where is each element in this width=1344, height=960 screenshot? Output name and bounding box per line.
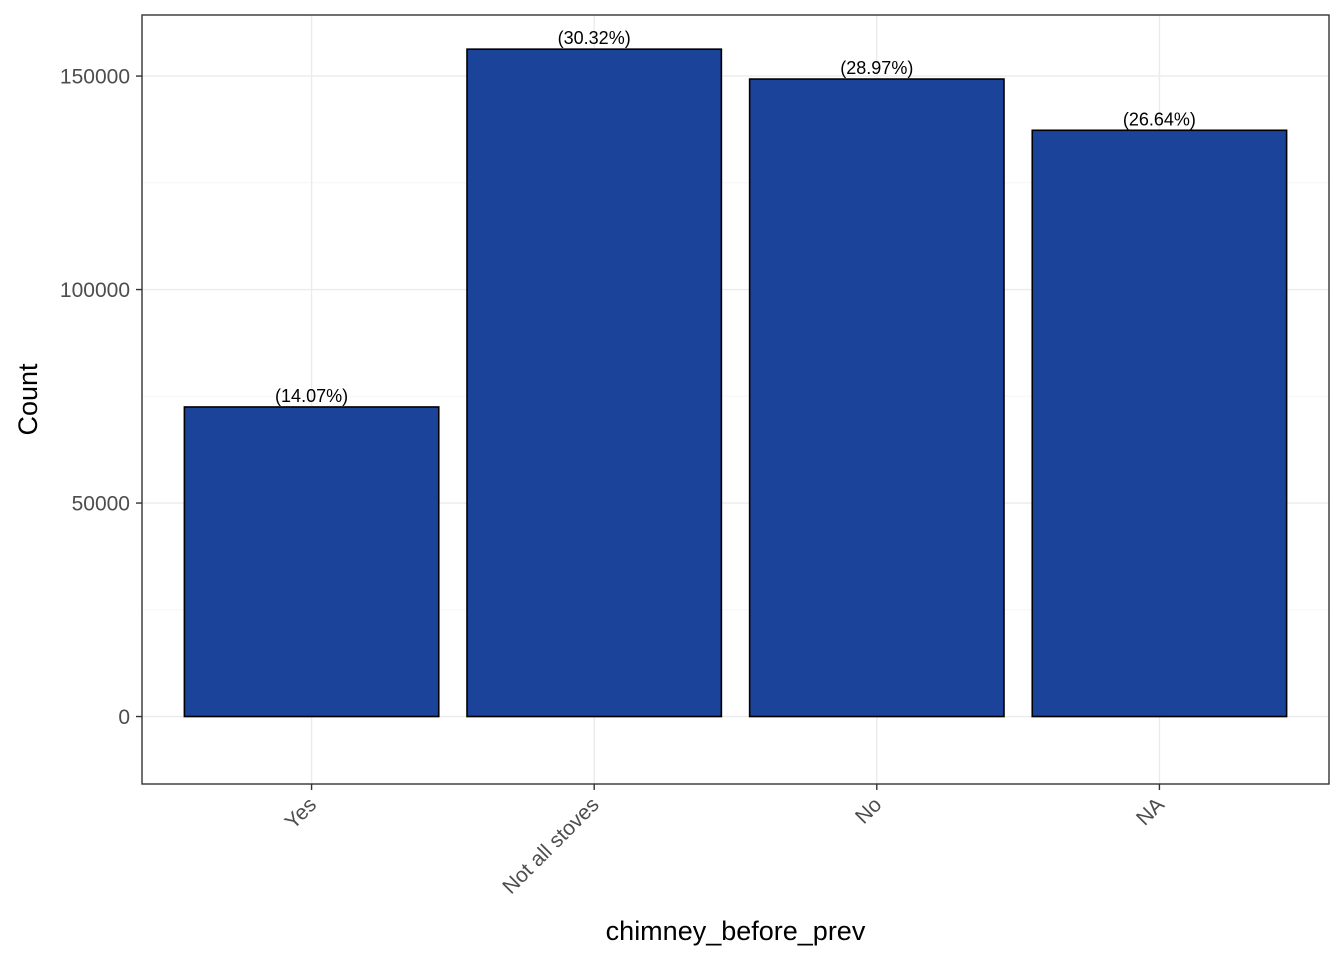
bar-yes <box>183 406 440 718</box>
y-tick-label: 150000 <box>60 66 130 89</box>
data-label: (30.32%) <box>558 28 631 48</box>
y-tick-label: 50000 <box>72 493 130 516</box>
panel-border <box>141 14 1330 785</box>
bars <box>183 48 1288 718</box>
y-tick-label: 0 <box>118 706 130 729</box>
y-axis-title: Count <box>13 363 43 436</box>
data-labels: (14.07%) (30.32%) (28.97%) (26.64%) <box>275 28 1196 406</box>
bar-no <box>748 78 1005 718</box>
x-axis-title: chimney_before_prev <box>606 916 866 946</box>
y-axis: 0 50000 100000 150000 <box>60 66 142 729</box>
data-label: (14.07%) <box>275 386 348 406</box>
data-label: (28.97%) <box>840 58 913 78</box>
bar-na <box>1031 129 1288 718</box>
bar-not-all-stoves <box>466 48 723 718</box>
data-label: (26.64%) <box>1123 109 1196 129</box>
y-tick-label: 100000 <box>60 279 130 302</box>
